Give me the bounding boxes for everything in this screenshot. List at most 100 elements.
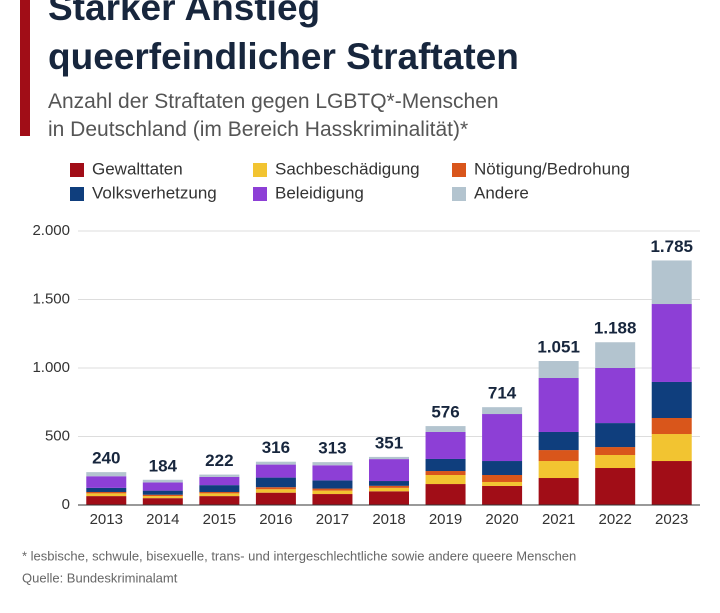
accent-bar xyxy=(20,0,30,136)
bar-segment xyxy=(142,482,183,491)
legend-label: Gewalttaten xyxy=(92,159,183,178)
bar-segment xyxy=(142,479,183,483)
bar-segment xyxy=(538,478,579,505)
bar-segment xyxy=(595,468,636,505)
bar-segment xyxy=(199,474,240,477)
total-label: 184 xyxy=(149,456,178,475)
x-tick-label: 2014 xyxy=(146,511,179,528)
x-tick-label: 2021 xyxy=(542,511,575,528)
bar-segment xyxy=(369,487,409,492)
bar-segment xyxy=(199,485,240,492)
bar-segment xyxy=(312,480,353,489)
bar-segment xyxy=(482,461,523,475)
total-label: 222 xyxy=(205,451,233,470)
bar-segment xyxy=(255,464,296,478)
bar-segment xyxy=(425,471,466,475)
y-tick-label: 2.000 xyxy=(32,222,70,239)
x-tick-label: 2013 xyxy=(90,511,123,528)
total-label: 1.051 xyxy=(537,337,580,356)
bar-segment xyxy=(142,490,183,495)
bar-segment xyxy=(651,304,692,382)
bar-segment xyxy=(86,496,127,505)
x-tick-label: 2018 xyxy=(372,511,405,528)
bar-segment xyxy=(425,484,466,505)
chart-title: queerfeindlicher Straftaten xyxy=(48,36,519,77)
legend-swatch xyxy=(452,187,466,201)
chart-title: Starker Anstieg xyxy=(48,0,320,28)
bar-segment xyxy=(538,450,579,462)
bar-segment xyxy=(482,414,523,462)
bar-segment xyxy=(255,461,296,465)
x-tick-label: 2019 xyxy=(429,511,462,528)
bar-segment xyxy=(425,426,466,432)
bar-segment xyxy=(142,498,183,505)
bar-segment xyxy=(86,476,127,488)
bar-segment xyxy=(425,431,466,459)
x-tick-label: 2022 xyxy=(598,511,631,528)
bar-segment xyxy=(369,485,409,488)
bar-segment xyxy=(255,477,296,488)
chart-subtitle: in Deutschland (im Bereich Hasskriminali… xyxy=(48,118,468,141)
legend-swatch xyxy=(253,187,267,201)
legend-swatch xyxy=(70,187,84,201)
bar-segment xyxy=(199,476,240,486)
bar-segment xyxy=(538,378,579,432)
bar-segment xyxy=(482,474,523,482)
bar-segment xyxy=(538,361,579,379)
bar-segment xyxy=(651,418,692,435)
bar-segment xyxy=(86,487,127,492)
x-tick-label: 2017 xyxy=(316,511,349,528)
bar-segment xyxy=(199,491,240,494)
bar-segment xyxy=(369,459,409,482)
bar-segment xyxy=(86,472,127,477)
total-label: 313 xyxy=(318,439,346,458)
bar-segment xyxy=(651,260,692,305)
total-label: 351 xyxy=(375,433,403,452)
x-tick-label: 2020 xyxy=(485,511,518,528)
legend-label: Andere xyxy=(474,183,529,202)
y-tick-label: 500 xyxy=(45,427,70,444)
total-label: 714 xyxy=(488,384,517,403)
legend-label: Nötigung/Bedrohung xyxy=(474,159,630,178)
bar-segment xyxy=(369,491,409,505)
bar-segment xyxy=(255,489,296,493)
footnote: * lesbische, schwule, bisexuelle, trans-… xyxy=(22,548,576,563)
total-label: 316 xyxy=(262,438,290,457)
total-label: 576 xyxy=(431,403,459,422)
bar-segment xyxy=(425,474,466,485)
bar-segment xyxy=(86,491,127,494)
bar-segment xyxy=(595,342,636,368)
bar-segment xyxy=(369,456,409,460)
bar-segment xyxy=(538,461,579,479)
bar-segment xyxy=(369,481,409,486)
y-tick-label: 0 xyxy=(62,496,70,513)
bar-segment xyxy=(482,485,523,505)
total-label: 240 xyxy=(92,449,120,468)
legend-swatch xyxy=(70,163,84,177)
bar-segment xyxy=(86,493,127,497)
legend-label: Volksverhetzung xyxy=(92,183,217,202)
bar-segment xyxy=(255,487,296,490)
legend-label: Sachbeschädigung xyxy=(275,159,420,178)
bar-segment xyxy=(312,494,353,505)
bar-segment xyxy=(425,458,466,472)
bar-segment xyxy=(595,447,636,455)
bar-segment xyxy=(651,434,692,462)
x-tick-label: 2023 xyxy=(655,511,688,528)
bar-segment xyxy=(199,496,240,505)
bar-segment xyxy=(595,423,636,448)
y-tick-label: 1.500 xyxy=(32,290,70,307)
legend-swatch xyxy=(452,163,466,177)
legend-swatch xyxy=(253,163,267,177)
bar-segment xyxy=(482,481,523,486)
source: Quelle: Bundeskriminalamt xyxy=(22,570,178,585)
chart-subtitle: Anzahl der Straftaten gegen LGBTQ*-Mensc… xyxy=(48,90,499,113)
bar-segment xyxy=(255,492,296,505)
bar-segment xyxy=(312,490,353,495)
total-label: 1.188 xyxy=(594,319,637,338)
bar-segment xyxy=(199,493,240,497)
x-tick-label: 2015 xyxy=(203,511,236,528)
bar-segment xyxy=(312,462,353,466)
legend-label: Beleidigung xyxy=(275,183,364,202)
